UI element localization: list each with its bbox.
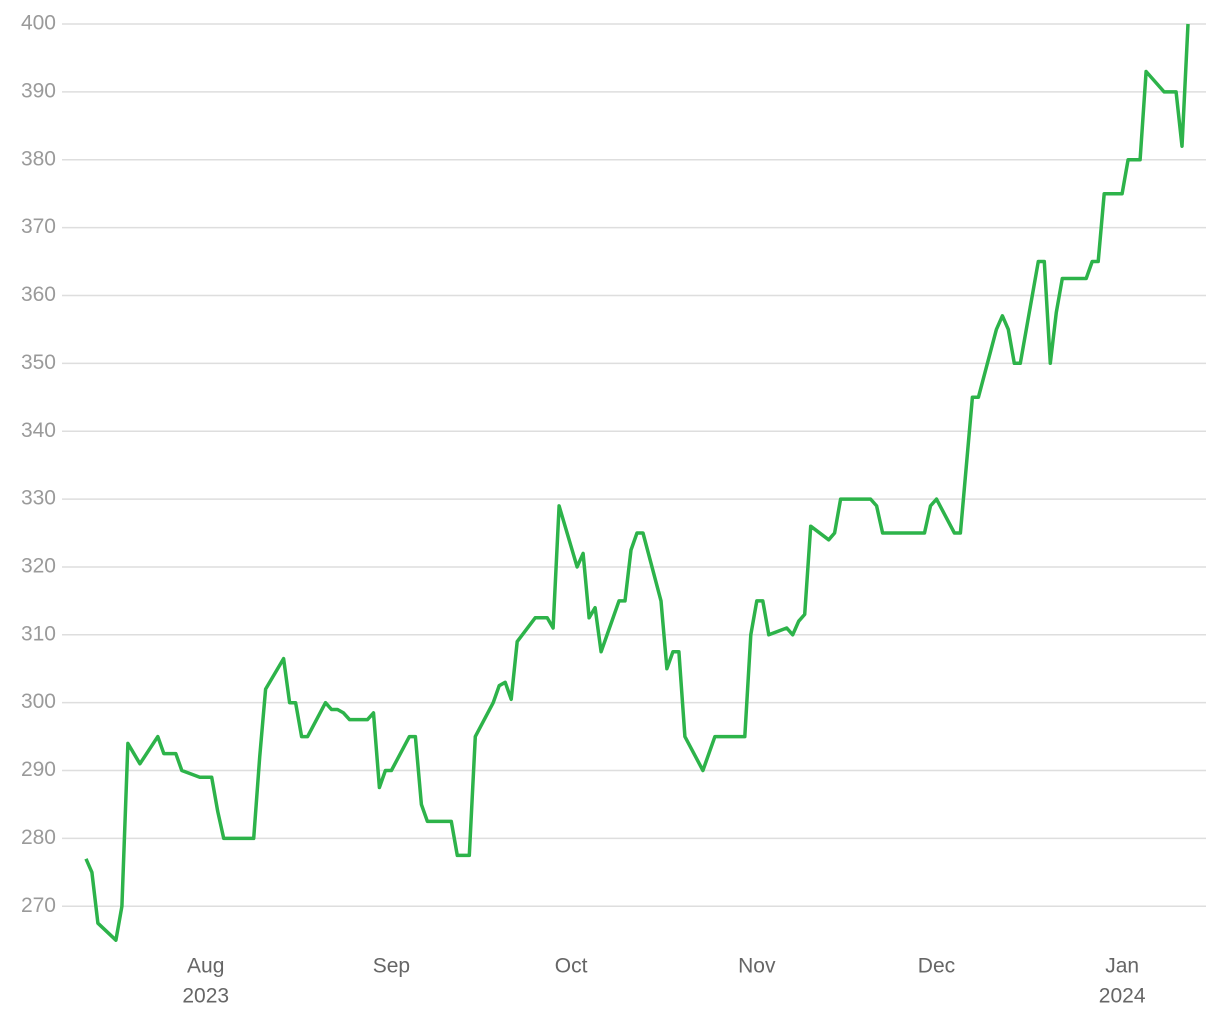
y-tick-label: 360: [21, 283, 56, 306]
y-tick-label: 320: [21, 554, 56, 577]
y-tick-label: 350: [21, 351, 56, 374]
y-tick-label: 310: [21, 622, 56, 645]
x-tick-sublabel: 2023: [182, 985, 229, 1008]
x-tick-sublabel: 2024: [1099, 985, 1146, 1008]
x-tick-label: Jan: [1105, 955, 1139, 978]
y-tick-label: 280: [21, 826, 56, 849]
y-tick-label: 380: [21, 147, 56, 170]
x-tick-label: Sep: [373, 955, 410, 978]
line-series: [84, 23, 1190, 942]
y-tick-label: 270: [21, 894, 56, 917]
y-tick-label: 370: [21, 215, 56, 238]
y-tick-label: 300: [21, 690, 56, 713]
y-tick-label: 400: [21, 12, 56, 35]
x-tick-label: Dec: [918, 955, 955, 978]
x-tick-label: Nov: [738, 955, 776, 978]
y-tick-label: 290: [21, 758, 56, 781]
x-tick-label: Oct: [555, 955, 588, 978]
y-tick-label: 340: [21, 419, 56, 442]
y-tick-label: 390: [21, 79, 56, 102]
x-tick-label: Aug: [187, 955, 224, 978]
y-tick-label: 330: [21, 487, 56, 510]
